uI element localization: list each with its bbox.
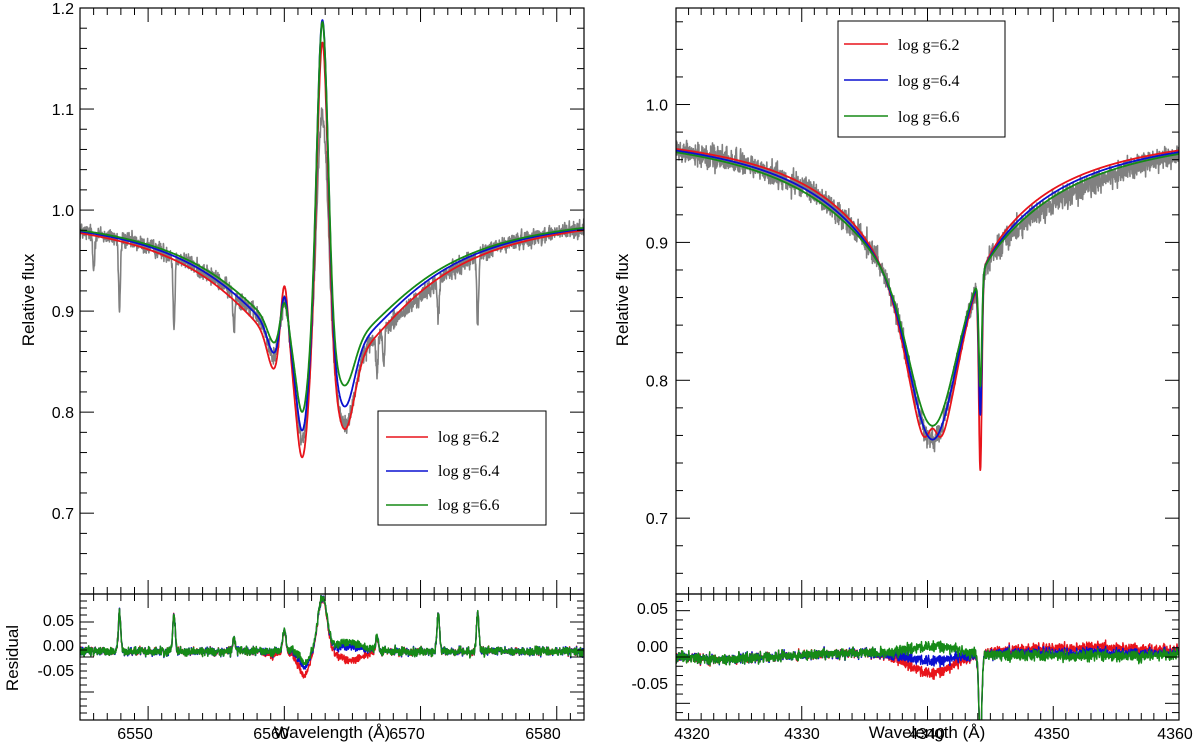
left-legend-label-6-6: log g=6.6	[438, 497, 499, 514]
left-main-y-axis-label: Relative flux	[19, 253, 38, 346]
left-residual-ytick-0-00: 0.00	[43, 638, 74, 655]
left-xtick-6570: 6570	[389, 726, 425, 743]
right-main-ticks	[675, 8, 1180, 594]
left-xtick-6580: 6580	[525, 726, 561, 743]
left-main-ytick-0-8: 0.8	[52, 405, 74, 422]
left-main-ytick-0-9: 0.9	[52, 304, 74, 321]
left-residual-panel: 0.05 0.00 -0.05 6550 6560 6570 6580 Resi…	[3, 593, 585, 743]
left-residual-plot-area	[80, 595, 584, 679]
right-residual-ticks	[675, 594, 1180, 720]
right-residual-panel: 0.05 0.00 -0.05 4320 4330 4340 4350 4360…	[632, 593, 1193, 743]
left-residual-ticks	[79, 593, 585, 721]
left-xtick-6550: 6550	[117, 726, 153, 743]
left-legend-label-6-2: log g=6.2	[438, 429, 499, 446]
right-main-plot-area	[676, 139, 1179, 471]
left-residual-ytick-0-05: 0.05	[43, 613, 74, 630]
right-main-ytick-0-8: 0.8	[646, 373, 668, 390]
right-residual-ytick-neg-0-05: -0.05	[632, 676, 669, 693]
left-residual-6-6	[80, 595, 584, 666]
left-main-plot-area	[80, 19, 584, 459]
left-main-ytick-1-2: 1.2	[52, 1, 74, 18]
right-observed-spectrum	[676, 139, 1179, 453]
left-main-ticks	[79, 7, 585, 595]
left-main-y-tick-labels: 0.7 0.8 0.9 1.0 1.1 1.2	[52, 1, 74, 523]
left-model-6-4	[80, 19, 584, 432]
left-legend: log g=6.2 log g=6.4 log g=6.6	[377, 410, 547, 526]
right-main-ytick-1-0: 1.0	[646, 98, 668, 115]
left-legend-box	[377, 410, 547, 526]
right-legend: log g=6.2 log g=6.4 log g=6.6	[837, 20, 1006, 138]
left-xtick-6560: 6560	[253, 726, 289, 743]
left-residual-y-axis-label: Residual	[3, 625, 22, 691]
right-xtick-4340: 4340	[909, 726, 945, 743]
right-main-y-tick-labels: 0.7 0.8 0.9 1.0	[646, 98, 668, 529]
left-main-ytick-0-7: 0.7	[52, 506, 74, 523]
right-legend-label-6-4: log g=6.4	[898, 73, 959, 90]
left-model-6-6	[80, 21, 584, 413]
right-legend-box	[837, 20, 1006, 138]
right-x-axis-label: Wavelength (Å)	[869, 723, 986, 742]
right-residual-y-tick-labels: 0.05 0.00 -0.05	[632, 601, 669, 693]
right-residual-plot-area	[676, 639, 1179, 720]
right-xtick-4330: 4330	[784, 726, 820, 743]
left-residual-6-4	[80, 595, 584, 670]
right-xtick-4360: 4360	[1157, 726, 1193, 743]
right-legend-label-6-6: log g=6.6	[898, 109, 959, 126]
right-model-6-6	[676, 151, 1179, 427]
left-main-ytick-1-1: 1.1	[52, 102, 74, 119]
right-legend-label-6-2: log g=6.2	[898, 37, 959, 54]
left-main-ytick-1-0: 1.0	[52, 203, 74, 220]
left-main-panel: 0.7 0.8 0.9 1.0 1.1 1.2 Relative flux log g=6…	[19, 1, 585, 595]
right-model-6-4	[676, 149, 1179, 441]
left-residual-frame	[79, 593, 585, 721]
right-residual-ytick-0-00: 0.00	[637, 639, 668, 656]
left-residual-6-2	[80, 596, 584, 679]
right-residual-x-tick-labels: 4320 4330 4340 4350 4360	[674, 726, 1193, 743]
right-xtick-4320: 4320	[674, 726, 710, 743]
left-residual-x-tick-labels: 6550 6560 6570 6580	[117, 726, 561, 743]
right-main-ytick-0-9: 0.9	[646, 235, 668, 252]
left-x-axis-label: Wavelength (Å)	[274, 723, 391, 742]
right-residual-ytick-0-05: 0.05	[637, 601, 668, 618]
right-residual-6-6	[676, 640, 1179, 720]
left-residual-y-tick-labels: 0.05 0.00 -0.05	[38, 613, 75, 680]
right-main-ytick-0-7: 0.7	[646, 511, 668, 528]
right-xtick-4350: 4350	[1034, 726, 1070, 743]
left-residual-ytick-neg-0-05: -0.05	[38, 663, 75, 680]
right-main-panel: 0.7 0.8 0.9 1.0 Relative flux log g=6.2 log…	[613, 7, 1180, 595]
right-main-y-axis-label: Relative flux	[613, 253, 632, 346]
left-legend-label-6-4: log g=6.4	[438, 463, 499, 480]
